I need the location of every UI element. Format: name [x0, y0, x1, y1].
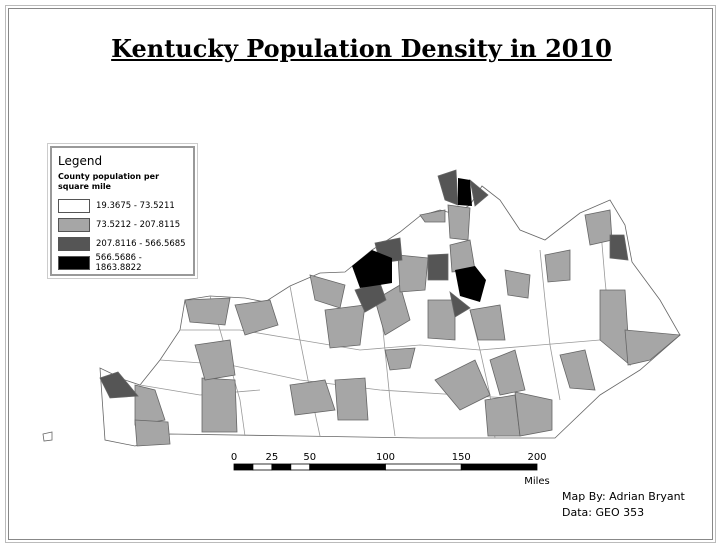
scale-label: 200: [527, 452, 546, 463]
scale-unit: Miles: [524, 476, 550, 487]
legend-swatch: [58, 198, 90, 213]
legend-label: 19.3675 - 73.5211: [96, 200, 175, 211]
legend-entry: 566.5686 - 1863.8822: [58, 252, 189, 273]
island: [42, 431, 53, 442]
map-title: Kentucky Population Density in 2010: [111, 34, 612, 63]
scale-segment: [252, 463, 273, 471]
scale-label: 0: [231, 452, 237, 463]
legend-swatch: [58, 236, 90, 251]
gray-counties: [134, 204, 681, 447]
legend-label: 566.5686 - 1863.8822: [95, 252, 142, 273]
legend-swatch: [58, 217, 90, 232]
credit-line: Data: GEO 353: [562, 506, 645, 519]
dark-counties: [99, 169, 629, 399]
legend: Legend County population per square mile…: [47, 143, 198, 279]
legend-title: Legend: [58, 154, 103, 168]
legend-entry: 73.5212 - 207.8115: [58, 215, 189, 234]
map-frame: [8, 8, 713, 540]
legend-label: 73.5212 - 207.8115: [96, 219, 181, 230]
legend-swatch: [58, 255, 90, 270]
scale-segment: [309, 463, 386, 471]
scale-label: 150: [452, 452, 471, 463]
credits: Map By: Adrian Bryant Data: GEO 353: [562, 489, 685, 521]
scale-segment: [460, 463, 538, 471]
scale-segment: [290, 463, 311, 471]
legend-entry: 207.8116 - 566.5685: [58, 234, 189, 253]
scale-label: 100: [376, 452, 395, 463]
legend-label: 207.8116 - 566.5685: [96, 238, 186, 249]
legend-subtitle: County population per square mile: [58, 172, 160, 191]
scale-segment: [233, 463, 254, 471]
credit-line: Map By: Adrian Bryant: [562, 490, 685, 503]
scale-label: 50: [303, 452, 316, 463]
black-counties: [352, 178, 486, 302]
legend-entry: 19.3675 - 73.5211: [58, 196, 189, 215]
scale-segment: [271, 463, 292, 471]
scale-label: 25: [266, 452, 279, 463]
scale-segment: [385, 463, 462, 471]
